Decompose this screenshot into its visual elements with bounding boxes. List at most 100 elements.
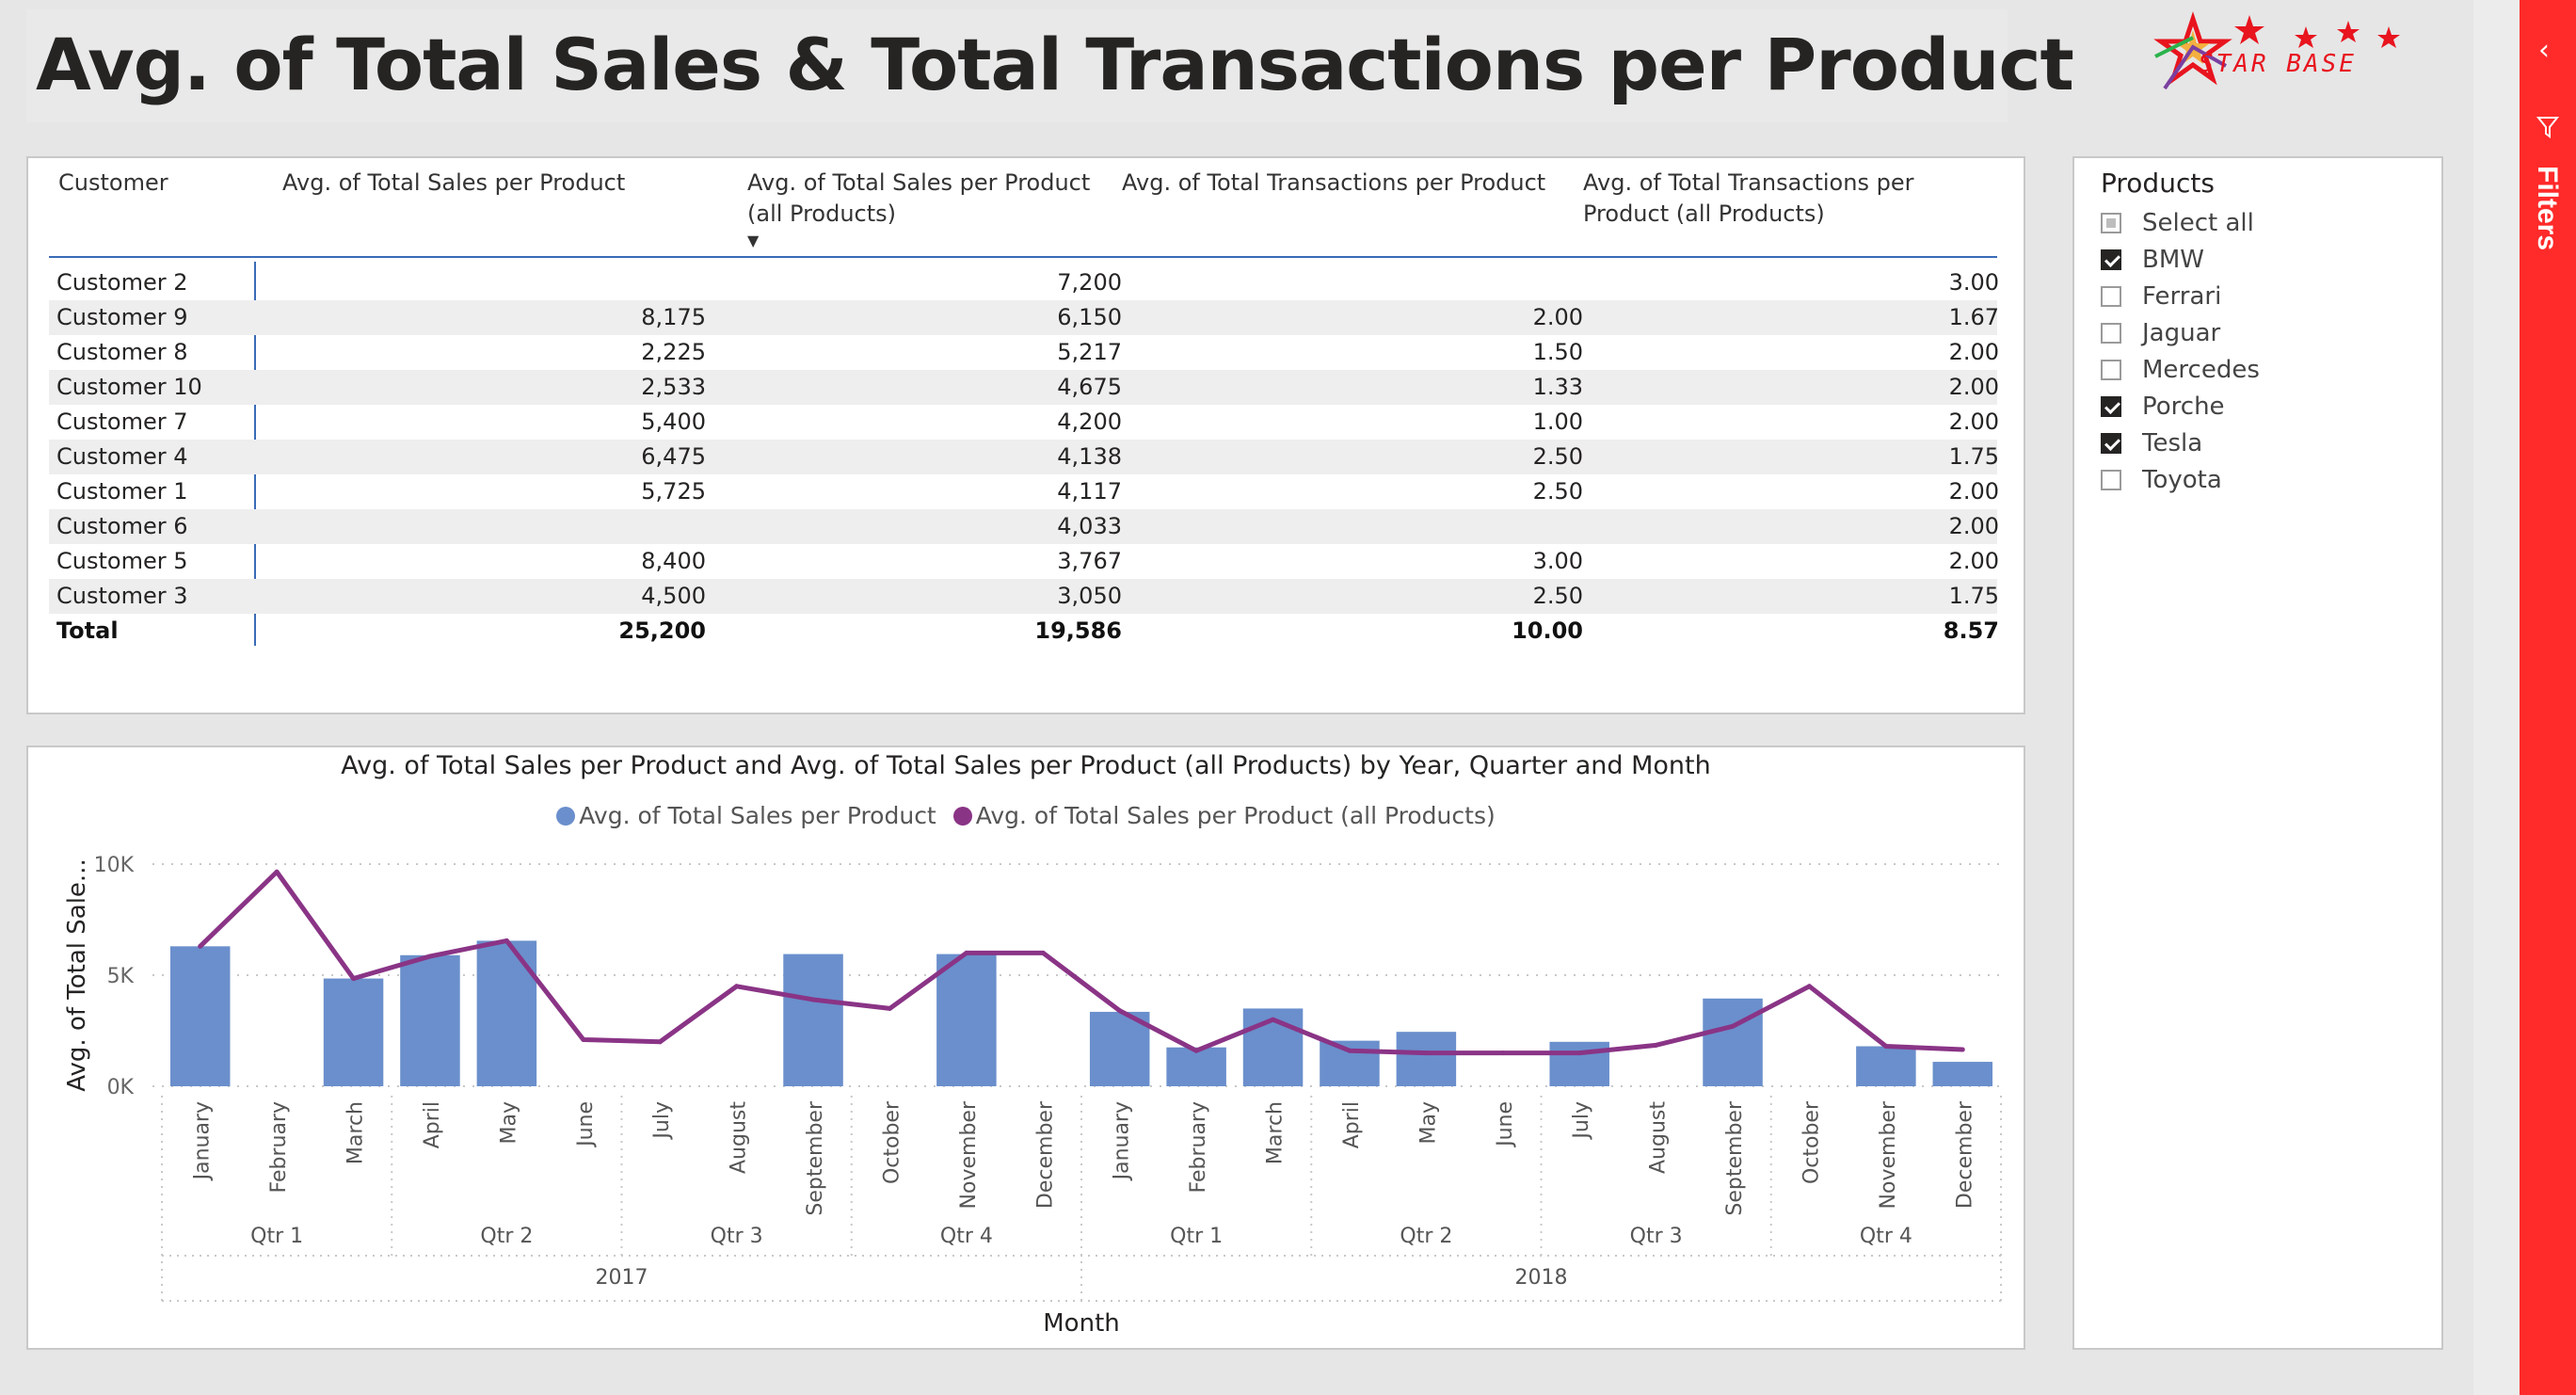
header-avg-sales-all[interactable]: Avg. of Total Sales per Product (all Pro… — [747, 169, 1091, 227]
table-row[interactable]: Customer 8 2,225 5,217 1.50 2.00 — [49, 335, 1999, 370]
cell-value: 4,033 — [1057, 513, 1122, 539]
chart-legend: Avg. of Total Sales per Product Avg. of … — [28, 802, 2024, 829]
checkbox[interactable] — [2101, 213, 2121, 233]
cell-value: 1.50 — [1532, 339, 1583, 365]
quarter-label: Qtr 4 — [940, 1225, 993, 1248]
cell-value: 2.00 — [1532, 304, 1583, 330]
slicer-item[interactable]: Select all — [2101, 207, 2411, 243]
header-avg-sales[interactable]: Avg. of Total Sales per Product — [282, 169, 626, 196]
checkbox[interactable] — [2101, 433, 2121, 454]
year-label: 2018 — [1515, 1266, 1568, 1290]
customer-table[interactable]: Customer Avg. of Total Sales per Product… — [26, 156, 2025, 714]
quarter-label: Qtr 1 — [250, 1225, 303, 1248]
x-tick-label: September — [1723, 1100, 1747, 1216]
cell-value: 2.00 — [1948, 513, 1999, 539]
cell-value: 2,225 — [641, 339, 706, 365]
cell-value: 2.00 — [1948, 339, 1999, 365]
bar — [323, 978, 384, 1086]
line-point — [581, 1036, 586, 1042]
cell-customer: Total — [56, 617, 119, 644]
slicer-item-label: BMW — [2142, 246, 2204, 274]
cell-value: 2.50 — [1532, 478, 1583, 505]
bar — [1166, 1047, 1226, 1086]
cell-value: 5,217 — [1057, 339, 1122, 365]
x-tick-label: September — [804, 1100, 827, 1216]
filters-label[interactable]: Filters — [2532, 166, 2563, 251]
slicer-item[interactable]: Jaguar — [2101, 317, 2411, 353]
header-avg-transactions-all[interactable]: Avg. of Total Transactions per Product (… — [1583, 169, 1914, 227]
slicer-item-label: Mercedes — [2142, 356, 2260, 384]
cell-value: 1.00 — [1532, 409, 1583, 435]
slicer-title: Products — [2101, 168, 2215, 199]
products-slicer[interactable]: Products Select all BMW Ferrari Jaguar Merce… — [2072, 156, 2443, 1350]
sort-descending-icon[interactable]: ▼ — [747, 232, 760, 249]
sales-chart[interactable]: Avg. of Total Sales per Product and Avg.… — [26, 746, 2025, 1350]
checkbox[interactable] — [2101, 396, 2121, 417]
cell-value: 4,500 — [641, 583, 706, 609]
quarter-label: Qtr 2 — [1400, 1225, 1452, 1248]
filters-pane[interactable]: ‹ Filters — [2520, 0, 2576, 1395]
table-row[interactable]: Customer 7 5,400 4,200 1.00 2.00 — [49, 405, 1999, 440]
table-total-row[interactable]: Total 25,200 19,586 10.00 8.57 — [49, 614, 1999, 649]
table-row[interactable]: Customer 9 8,175 6,150 2.00 1.67 — [49, 300, 1999, 335]
legend-item-sales-all[interactable]: Avg. of Total Sales per Product (all Pro… — [975, 802, 1496, 829]
cell-customer: Customer 7 — [56, 409, 188, 435]
table-row[interactable]: Customer 4 6,475 4,138 2.50 1.75 — [49, 440, 1999, 474]
cell-value: 8,175 — [641, 304, 706, 330]
slicer-item[interactable]: Tesla — [2101, 427, 2411, 463]
x-tick-label: May — [497, 1101, 520, 1144]
x-tick-label: March — [344, 1101, 368, 1164]
bar — [476, 940, 537, 1086]
table-row[interactable]: Customer 3 4,500 3,050 2.50 1.75 — [49, 579, 1999, 614]
table-row[interactable]: Customer 6 4,033 2.00 — [49, 509, 1999, 544]
cell-value: 19,586 — [1034, 617, 1122, 644]
slicer-item[interactable]: Porche — [2101, 391, 2411, 426]
legend-item-sales[interactable]: Avg. of Total Sales per Product — [579, 802, 936, 829]
cell-value: 1.75 — [1948, 443, 1999, 470]
cell-value: 8.57 — [1943, 617, 1999, 644]
cell-value — [1131, 265, 1583, 300]
line-point — [1654, 1042, 1659, 1048]
table-row[interactable]: Customer 5 8,400 3,767 3.00 2.00 — [49, 544, 1999, 579]
header-customer[interactable]: Customer — [58, 169, 168, 196]
checkbox[interactable] — [2101, 360, 2121, 380]
header-avg-transactions[interactable]: Avg. of Total Transactions per Product — [1122, 169, 1546, 196]
line-point — [427, 954, 433, 959]
checkbox[interactable] — [2101, 249, 2121, 270]
slicer-item-label: Porche — [2142, 393, 2225, 421]
slicer-item[interactable]: Ferrari — [2101, 281, 2411, 316]
line-point — [1423, 1050, 1429, 1056]
checkbox[interactable] — [2101, 286, 2121, 307]
cell-value: 4,675 — [1057, 374, 1122, 400]
x-axis-label: Month — [1043, 1309, 1120, 1338]
cell-value: 7,200 — [1057, 269, 1122, 296]
x-tick-label: October — [880, 1100, 904, 1184]
collapse-chevron-icon[interactable]: ‹ — [2538, 34, 2550, 67]
table-row[interactable]: Customer 1 5,725 4,117 2.50 2.00 — [49, 474, 1999, 509]
checkbox[interactable] — [2101, 323, 2121, 344]
checkbox[interactable] — [2101, 470, 2121, 490]
slicer-item[interactable]: Toyota — [2101, 464, 2411, 500]
x-tick-label: April — [1340, 1101, 1364, 1148]
cell-customer: Customer 10 — [56, 374, 202, 400]
slicer-item[interactable]: Mercedes — [2101, 354, 2411, 390]
slicer-item-label: Tesla — [2142, 429, 2203, 457]
slicer-item-label: Jaguar — [2142, 319, 2221, 347]
cell-customer: Customer 5 — [56, 548, 188, 574]
table-row[interactable]: Customer 10 2,533 4,675 1.33 2.00 — [49, 370, 1999, 405]
cell-value: 6,150 — [1057, 304, 1122, 330]
line-point — [1576, 1050, 1582, 1056]
bar — [169, 946, 231, 1086]
x-tick-label: June — [574, 1101, 598, 1148]
x-tick-label: June — [1494, 1101, 1517, 1148]
cell-value: 2.00 — [1948, 478, 1999, 505]
y-tick-label: 5K — [107, 965, 135, 988]
cell-customer: Customer 8 — [56, 339, 188, 365]
cell-value: 8,400 — [641, 548, 706, 574]
table-row[interactable]: Customer 2 7,200 3.00 — [49, 265, 1999, 300]
slicer-item[interactable]: BMW — [2101, 244, 2411, 280]
legend-line-marker — [952, 807, 972, 826]
cell-value: 3.00 — [1948, 269, 1999, 296]
cell-value: 3,767 — [1057, 548, 1122, 574]
